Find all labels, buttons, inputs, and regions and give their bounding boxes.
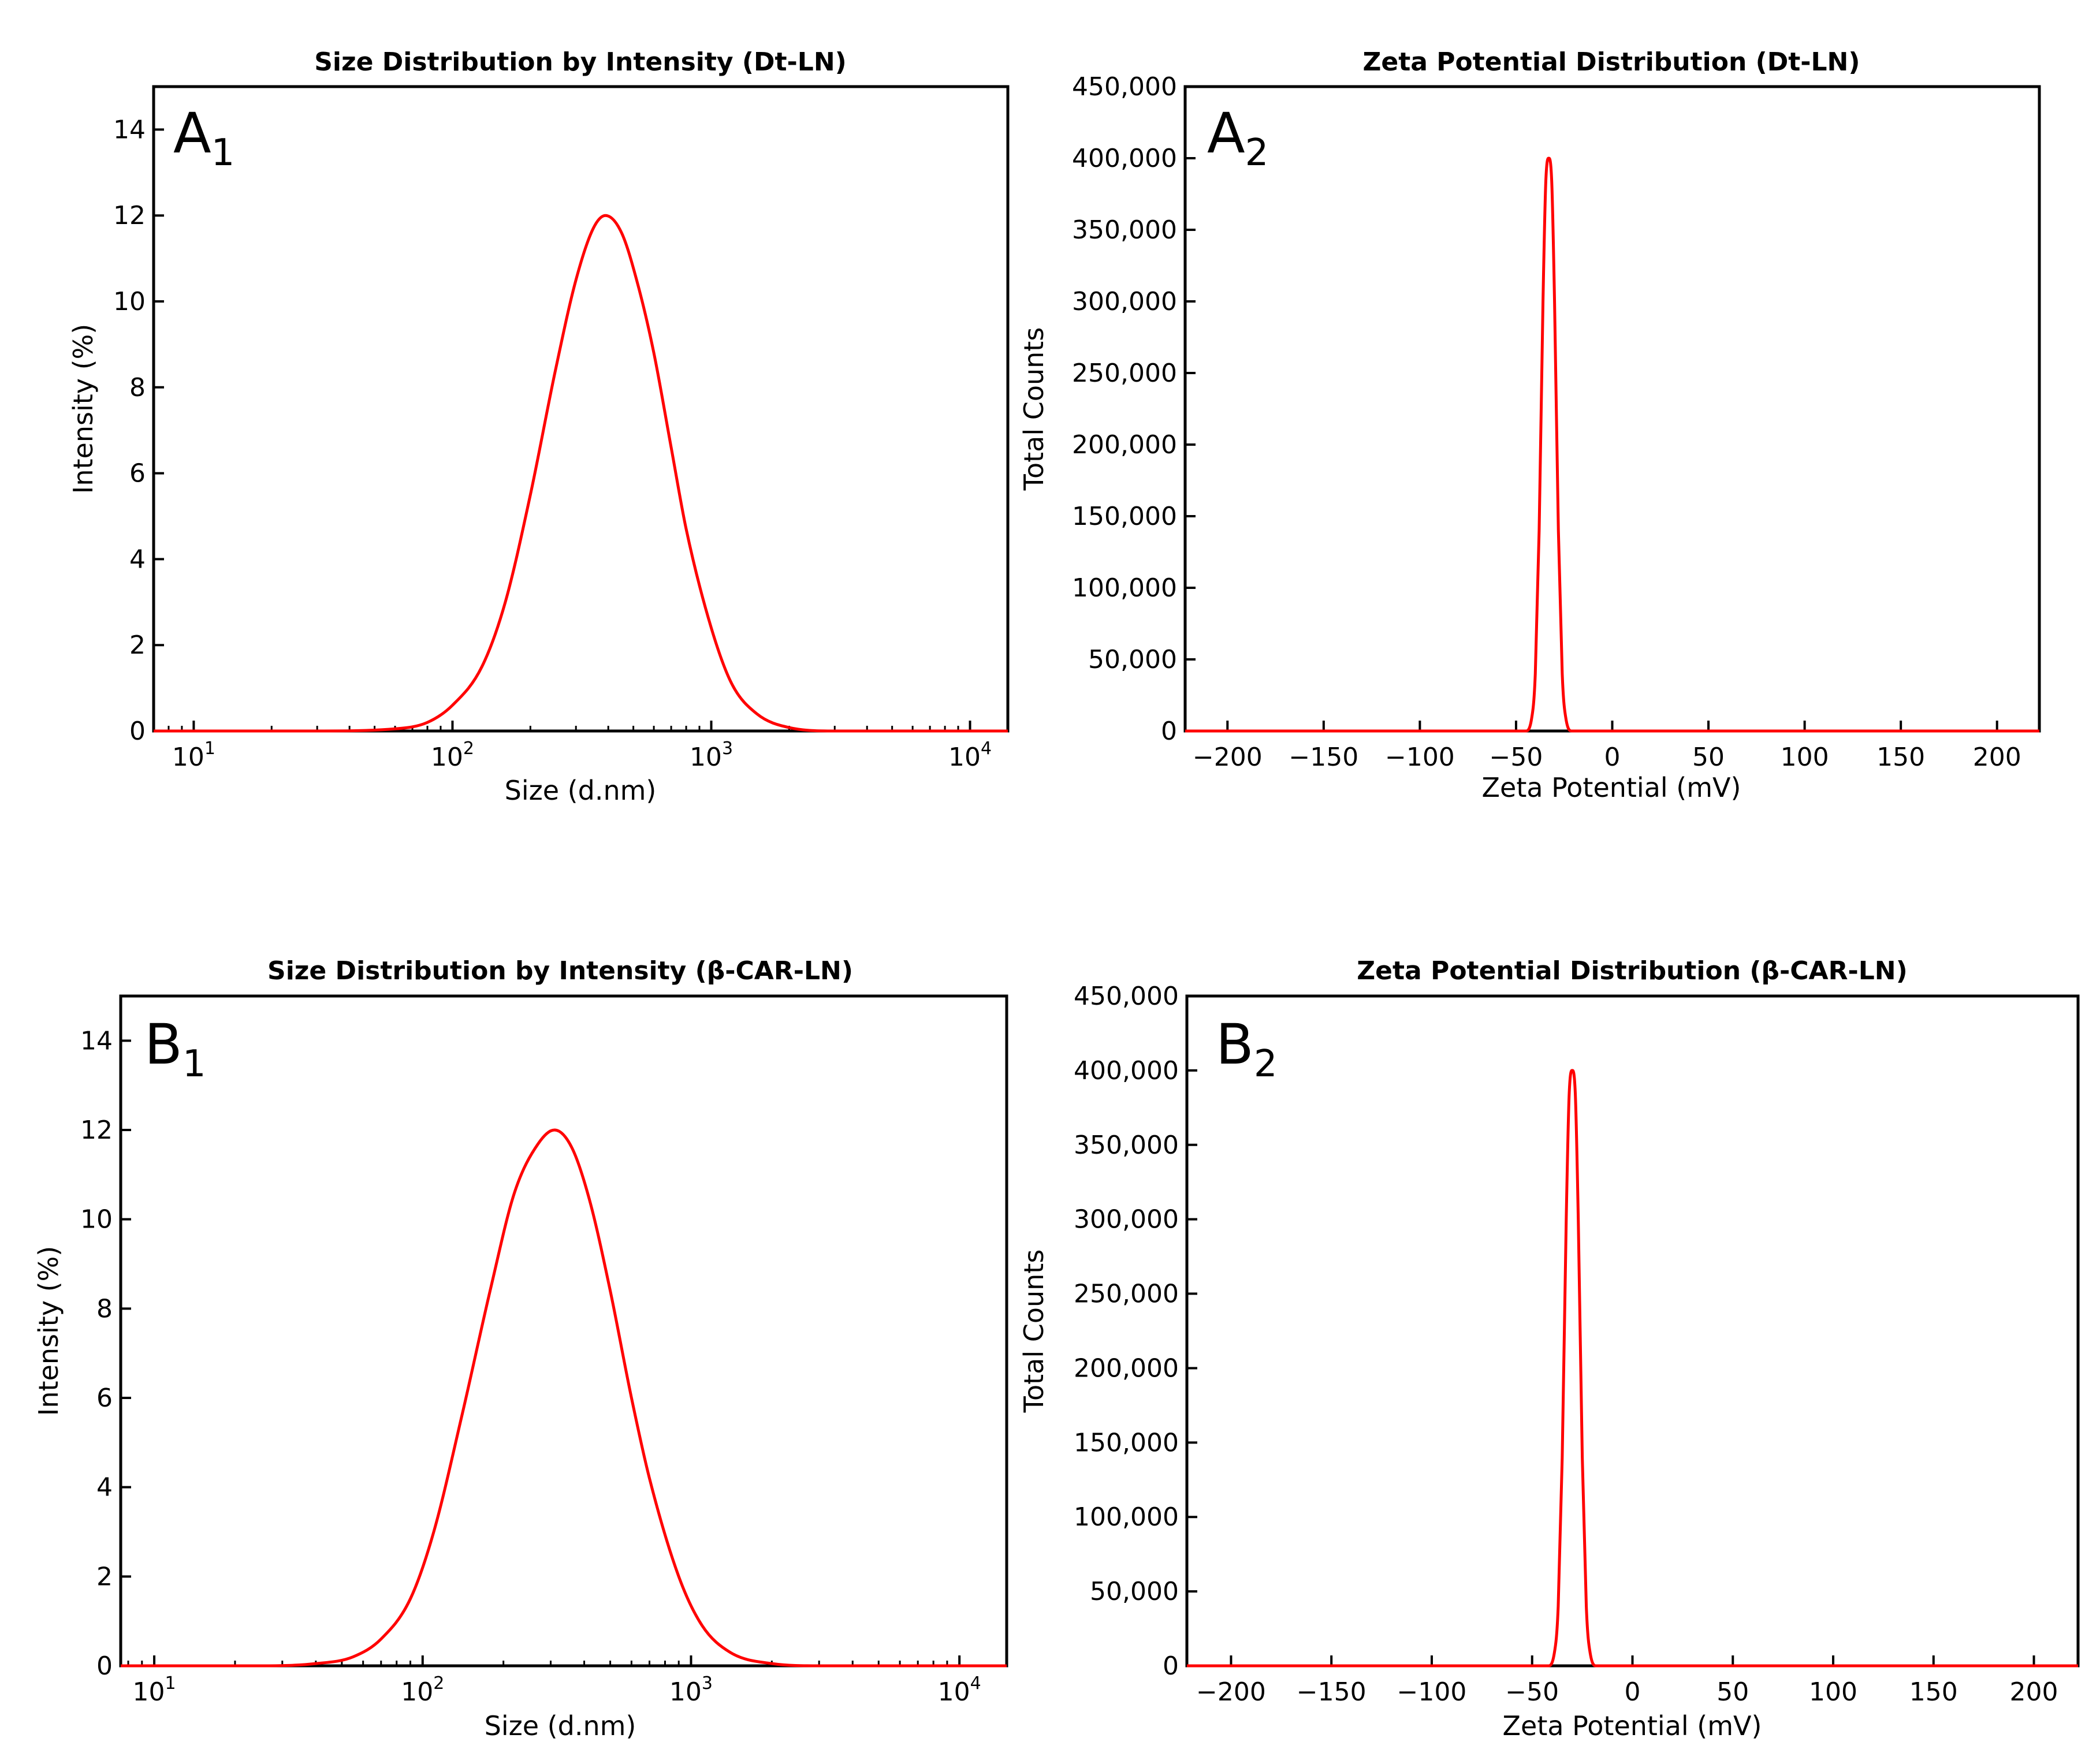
- y-tick-label: 2: [96, 1562, 113, 1591]
- y-tick-label: 14: [80, 1026, 113, 1055]
- y-tick-label: 400,000: [1072, 144, 1177, 173]
- y-tick-label: 10: [80, 1205, 113, 1234]
- y-tick-label: 300,000: [1074, 1205, 1179, 1234]
- chart-b1-title: Size Distribution by Intensity (β-CAR-LN…: [267, 956, 853, 986]
- x-tick-label: 150: [1909, 1677, 1958, 1707]
- y-tick-label: 4: [129, 544, 146, 574]
- chart-a2-plot-frame: [1183, 85, 2041, 733]
- y-tick-label: 250,000: [1074, 1280, 1179, 1309]
- y-tick-label: 12: [113, 201, 146, 230]
- x-tick-label: 101: [172, 739, 215, 772]
- x-tick-label: 100: [1781, 743, 1829, 772]
- y-tick-label: 6: [129, 459, 146, 488]
- x-tick-label: 102: [401, 1673, 444, 1707]
- x-tick-label: 200: [2010, 1677, 2058, 1707]
- y-tick-label: 300,000: [1072, 287, 1177, 316]
- x-tick-label: 103: [669, 1673, 713, 1707]
- x-tick-label: 101: [133, 1673, 176, 1707]
- chart-a1-xlabel: Size (d.nm): [505, 775, 657, 806]
- y-tick-label: 200,000: [1072, 430, 1177, 460]
- x-tick-label: 150: [1876, 743, 1925, 772]
- chart-b1-series-line: [121, 1128, 1007, 1668]
- chart-b1-ticks: 0 2 4 6 8 10 12 14 101 102 103 104: [80, 1026, 981, 1707]
- y-tick-label: 350,000: [1072, 215, 1177, 245]
- x-tick-label: −150: [1289, 743, 1358, 772]
- x-tick-label: −200: [1193, 743, 1263, 772]
- x-tick-label: −100: [1385, 743, 1455, 772]
- y-tick-label: 8: [129, 373, 146, 402]
- chart-b2-ticks: 0 50,000 100,000 150,000 200,000 250,000 300,0…: [1074, 982, 2058, 1707]
- y-tick-label: 4: [96, 1473, 113, 1502]
- y-tick-label: 150,000: [1074, 1428, 1179, 1457]
- y-tick-label: 6: [96, 1383, 113, 1413]
- x-tick-label: −50: [1505, 1677, 1559, 1707]
- y-tick-label: 450,000: [1074, 982, 1179, 1011]
- chart-a2-ticks: 0 50,000 100,000 150,000 200,000 250,000 300,0…: [1072, 72, 2021, 772]
- x-tick-label: 103: [690, 739, 733, 772]
- x-tick-label: 104: [948, 739, 992, 772]
- chart-a1-panel-label: A1: [173, 101, 234, 174]
- y-tick-label: 14: [113, 115, 146, 144]
- x-tick-label: −150: [1297, 1677, 1367, 1707]
- y-tick-label: 2: [129, 631, 146, 660]
- x-tick-label: 50: [1717, 1677, 1749, 1707]
- x-tick-label: 0: [1625, 1677, 1641, 1707]
- chart-a2-title: Zeta Potential Distribution (Dt-LN): [1363, 47, 1860, 77]
- chart-a1-ticks: 0 2 4 6 8 10 12 14 101 102 103 104: [113, 115, 992, 772]
- x-tick-label: −200: [1196, 1677, 1266, 1707]
- y-tick-label: 0: [1161, 717, 1177, 746]
- y-tick-label: 0: [96, 1651, 113, 1681]
- x-tick-label: 100: [1809, 1677, 1857, 1707]
- chart-b2-title: Zeta Potential Distribution (β-CAR-LN): [1357, 956, 1907, 986]
- y-tick-label: 12: [80, 1116, 113, 1145]
- y-tick-label: 0: [129, 717, 146, 746]
- chart-b1-xlabel: Size (d.nm): [485, 1710, 636, 1741]
- chart-a2-panel-label: A2: [1207, 101, 1268, 174]
- x-tick-label: −100: [1397, 1677, 1467, 1707]
- y-tick-label: 450,000: [1072, 72, 1177, 102]
- chart-a1-plot-frame: [152, 85, 1010, 733]
- chart-b2-ylabel: Total Counts: [1018, 1250, 1049, 1413]
- chart-b1: Size Distribution by Intensity (β-CAR-LN…: [33, 956, 1008, 1741]
- y-tick-label: 100,000: [1072, 573, 1177, 603]
- y-tick-label: 8: [96, 1294, 113, 1323]
- chart-b1-ylabel: Intensity (%): [33, 1246, 64, 1416]
- y-tick-label: 200,000: [1074, 1353, 1179, 1383]
- x-tick-label: 102: [431, 739, 474, 772]
- y-tick-label: 250,000: [1072, 359, 1177, 388]
- chart-a1: Size Distribution by Intensity (Dt-LN) A…: [68, 47, 1010, 806]
- chart-b2-xlabel: Zeta Potential (mV): [1503, 1710, 1762, 1741]
- x-tick-label: 200: [1973, 743, 2021, 772]
- y-tick-label: 400,000: [1074, 1056, 1179, 1086]
- chart-b2-plot-frame: [1185, 994, 2080, 1668]
- chart-a2-series-line: [1185, 156, 2039, 733]
- x-tick-label: 0: [1604, 743, 1621, 772]
- y-tick-label: 50,000: [1088, 645, 1177, 674]
- chart-b1-plot-frame: [119, 994, 1008, 1668]
- chart-a1-ylabel: Intensity (%): [68, 324, 99, 494]
- x-tick-label: 50: [1692, 743, 1725, 772]
- chart-b1-panel-label: B1: [144, 1012, 206, 1086]
- y-tick-label: 10: [113, 287, 146, 316]
- chart-a1-title: Size Distribution by Intensity (Dt-LN): [314, 47, 847, 77]
- x-tick-label: −50: [1490, 743, 1543, 772]
- chart-a1-series-line: [154, 214, 1008, 733]
- chart-b2-series-line: [1187, 1069, 2078, 1668]
- chart-a2: Zeta Potential Distribution (Dt-LN) A2 Z…: [1018, 47, 2041, 803]
- y-tick-label: 100,000: [1074, 1502, 1179, 1532]
- chart-b2: Zeta Potential Distribution (β-CAR-LN) B…: [1018, 956, 2080, 1741]
- y-tick-label: 0: [1163, 1651, 1179, 1681]
- y-tick-label: 50,000: [1090, 1577, 1179, 1606]
- chart-a2-ylabel: Total Counts: [1018, 327, 1049, 491]
- chart-b2-panel-label: B2: [1216, 1012, 1278, 1086]
- chart-a2-xlabel: Zeta Potential (mV): [1482, 772, 1741, 803]
- y-tick-label: 150,000: [1072, 502, 1177, 531]
- x-tick-label: 104: [938, 1673, 981, 1707]
- y-tick-label: 350,000: [1074, 1131, 1179, 1160]
